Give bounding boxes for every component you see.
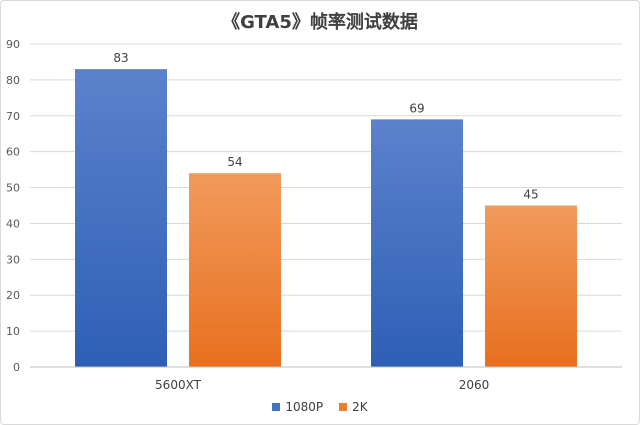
y-axis-ticks: 0 10 20 30 40 50 60 70 80 90 <box>6 38 20 374</box>
data-label: 83 <box>113 51 128 65</box>
y-tick-label: 30 <box>6 253 20 266</box>
data-labels: 83 54 69 45 <box>113 51 538 201</box>
y-tick-label: 50 <box>6 182 20 195</box>
y-tick-label: 70 <box>6 110 20 123</box>
legend-swatch-1080p <box>272 403 281 411</box>
bar-2060-1080p <box>371 119 463 367</box>
bars <box>75 69 577 367</box>
bar-5600xt-1080p <box>75 69 167 367</box>
legend-item-1080p: 1080P <box>272 400 323 414</box>
chart-title: 《GTA5》帧率测试数据 <box>222 12 418 33</box>
y-tick-label: 90 <box>6 38 20 51</box>
y-tick-label: 80 <box>6 74 20 87</box>
legend: 1080P 2K <box>0 400 640 414</box>
legend-label-1080p: 1080P <box>285 400 324 414</box>
y-tick-label: 10 <box>6 325 20 338</box>
data-label: 54 <box>227 155 242 169</box>
data-label: 45 <box>523 188 538 202</box>
x-tick-label: 5600XT <box>155 378 202 392</box>
y-tick-label: 0 <box>13 361 20 374</box>
y-tick-label: 20 <box>6 289 20 302</box>
x-axis-ticks: 5600XT 2060 <box>155 378 489 392</box>
y-tick-label: 40 <box>6 217 20 230</box>
data-label: 69 <box>409 101 424 115</box>
x-tick-label: 2060 <box>459 378 490 392</box>
legend-swatch-2k <box>339 403 348 411</box>
bar-2060-2k <box>485 205 577 367</box>
y-tick-label: 60 <box>6 146 20 159</box>
bar-5600xt-2k <box>189 173 281 367</box>
legend-label-2k: 2K <box>352 400 368 414</box>
legend-item-2k: 2K <box>339 400 368 414</box>
